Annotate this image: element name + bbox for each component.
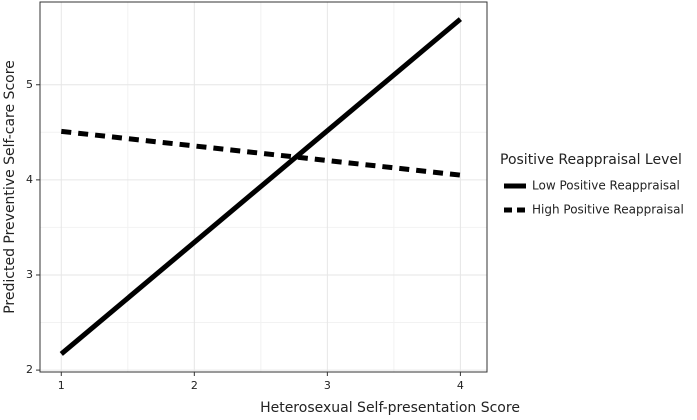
x-tick-label: 4 (457, 379, 464, 392)
y-tick-label: 4 (26, 173, 33, 186)
y-axis-label: Predicted Preventive Self-care Score (2, 60, 18, 314)
y-tick-label: 2 (26, 363, 33, 376)
x-tick-label: 3 (324, 379, 331, 392)
legend-label: High Positive Reappraisal (532, 203, 684, 217)
y-tick-label: 3 (26, 268, 33, 281)
plot-border (39, 1, 488, 373)
series-line (59, 17, 462, 356)
x-axis-label: Heterosexual Self-presentation Score (260, 400, 520, 416)
x-tick-label: 1 (58, 379, 65, 392)
legend-label: Low Positive Reappraisal (532, 179, 680, 193)
x-tick-label: 2 (191, 379, 198, 392)
y-tick-label: 5 (26, 78, 33, 91)
legend-title: Positive Reappraisal Level (500, 152, 682, 168)
